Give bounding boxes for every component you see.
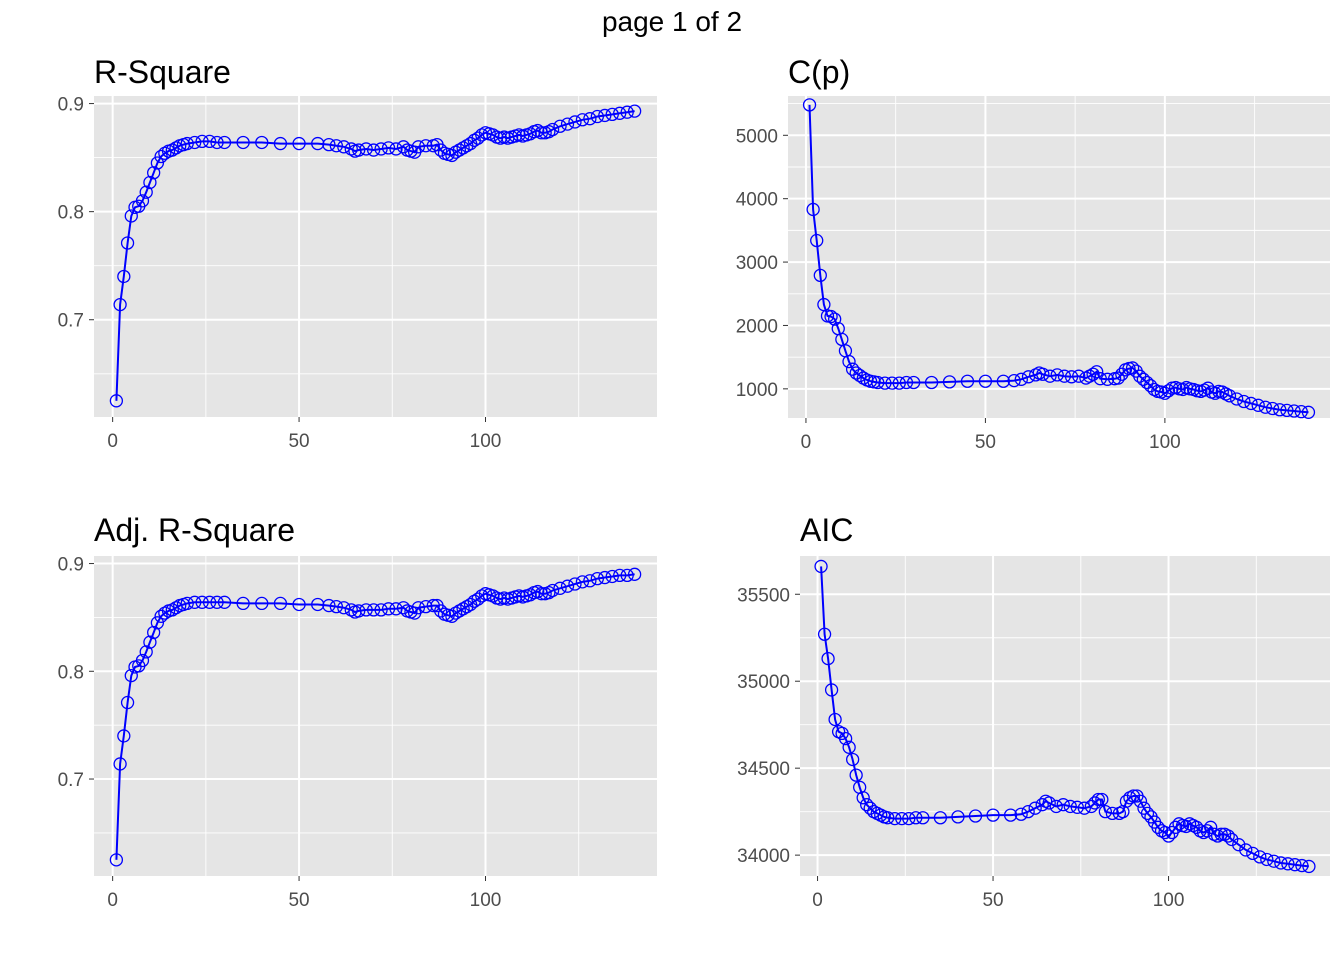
y-tick-label: 0.7 [58,770,84,791]
x-tick-label: 50 [975,432,996,453]
x-tick-label: 100 [470,431,502,452]
y-tick-label: 3000 [736,253,778,274]
chart-adj-rsquare: 0 50 100 0.7 0.8 0.9 [58,555,657,911]
x-tick-label: 0 [801,432,812,453]
x-tick-label: 0 [107,890,118,911]
x-tick-label: 50 [982,890,1003,911]
y-tick-label: 0.9 [58,95,84,116]
y-tick-label: 34500 [737,759,790,780]
x-tick-label: 0 [812,890,823,911]
x-tick-label: 100 [1149,432,1181,453]
y-tick-label: 1000 [736,380,778,401]
x-tick-label: 100 [470,890,502,911]
chart-aic: 0 50 100 34000 34500 35000 35500 [737,556,1330,911]
x-tick-label: 0 [107,431,118,452]
y-tick-label: 0.8 [58,203,84,224]
y-tick-label: 35000 [737,672,790,693]
y-tick-label: 35500 [737,585,790,606]
y-tick-label: 4000 [736,190,778,211]
chart-cp: 0 50 100 1000 2000 3000 4000 5000 [736,96,1330,453]
x-tick-label: 50 [288,890,309,911]
plot-panel-aic [800,556,1330,876]
y-tick-label: 34000 [737,846,790,867]
y-tick-label: 0.7 [58,311,84,332]
y-tick-label: 0.9 [58,555,84,576]
x-tick-label: 50 [288,431,309,452]
x-tick-label: 100 [1153,890,1185,911]
y-tick-label: 5000 [736,126,778,147]
y-tick-label: 2000 [736,316,778,337]
y-tick-label: 0.8 [58,662,84,683]
chart-rsquare: 0 50 100 0.7 0.8 0.9 [58,95,657,452]
